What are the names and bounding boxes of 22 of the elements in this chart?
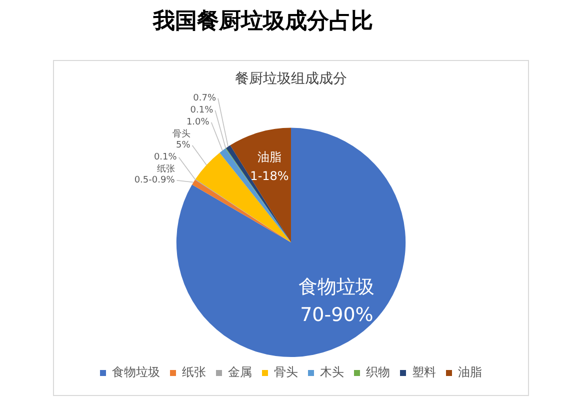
slice-label: 骨头: [172, 128, 190, 140]
chart-subtitle: 餐厨垃圾组成成分: [235, 71, 347, 88]
legend-label: 食物垃圾: [112, 365, 160, 380]
chart-title: 我国餐厨垃圾成分占比: [152, 8, 374, 36]
legend-label: 织物: [366, 365, 390, 380]
slice-label: 油脂: [257, 150, 282, 164]
text: 5%: [176, 140, 190, 151]
legend-label: 纸张: [182, 365, 206, 380]
text: 0.1%: [154, 152, 177, 163]
text: 0.5-0.9%: [134, 176, 175, 186]
slice-label: 纸张: [156, 164, 175, 175]
legend-label: 金属: [228, 365, 252, 380]
legend-label: 骨头: [274, 365, 298, 380]
legend-label: 塑料: [412, 365, 436, 380]
text: 1-18%: [250, 169, 289, 184]
slice-label: 食物垃圾: [298, 276, 375, 298]
text: 0.7%: [193, 94, 216, 104]
text: 1.0%: [186, 118, 210, 128]
text: 0.1%: [190, 106, 214, 116]
legend-label: 油脂: [458, 365, 482, 380]
text: 70-90%: [300, 304, 374, 326]
legend-label: 木头: [320, 365, 344, 380]
